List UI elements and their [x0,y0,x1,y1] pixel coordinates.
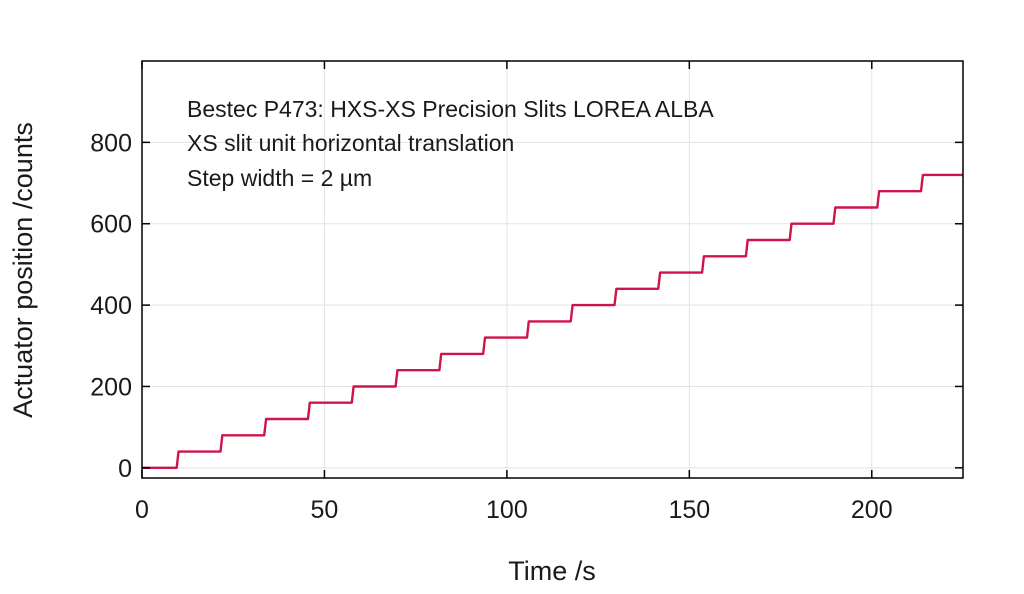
series-line [142,173,963,469]
x-tick-label: 150 [668,496,710,524]
y-axis-title: Actuator position /counts [8,122,38,418]
y-tick-label: 600 [90,211,132,239]
x-tick-label: 100 [486,496,528,524]
y-tick-label: 400 [90,292,132,320]
annotation-line: Step width = 2 µm [187,165,372,191]
annotation-block: Bestec P473: HXS-XS Precision Slits LORE… [187,96,714,191]
y-tick-label: 0 [118,455,132,483]
x-axis-title: Time /s [508,556,596,586]
axis-ticks: 0 50 100 150 200 0 200 400 600 800 [90,61,963,524]
data-series [142,173,963,469]
annotation-line: XS slit unit horizontal translation [187,130,514,156]
x-tick-label: 200 [851,496,893,524]
plot-frame [141,60,964,479]
y-tick-label: 200 [90,373,132,401]
grid-lines [141,61,963,478]
y-tick-label: 800 [90,129,132,157]
x-tick-label: 0 [135,496,149,524]
x-tick-label: 50 [311,496,339,524]
annotation-line: Bestec P473: HXS-XS Precision Slits LORE… [187,96,714,122]
